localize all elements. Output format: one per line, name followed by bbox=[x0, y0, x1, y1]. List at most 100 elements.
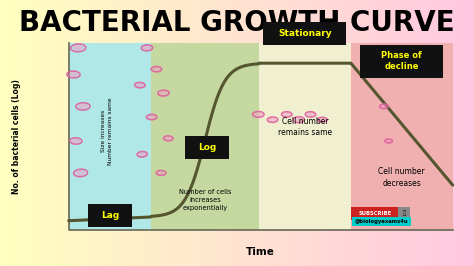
Bar bbox=[20, 0, 24, 266]
Bar bbox=[415, 0, 419, 266]
Bar bbox=[241, 0, 245, 266]
Bar bbox=[127, 0, 130, 266]
Bar bbox=[122, 0, 127, 266]
Text: Size increases
Number remains same: Size increases Number remains same bbox=[101, 97, 113, 165]
Bar bbox=[0, 0, 4, 266]
Bar bbox=[371, 0, 375, 266]
Bar bbox=[458, 0, 462, 266]
Bar bbox=[205, 0, 210, 266]
Bar bbox=[210, 0, 213, 266]
Bar bbox=[130, 0, 134, 266]
Text: No. of bacterial cells (Log): No. of bacterial cells (Log) bbox=[12, 79, 21, 194]
Bar bbox=[115, 0, 118, 266]
Bar bbox=[12, 0, 16, 266]
Bar bbox=[47, 0, 51, 266]
Bar bbox=[356, 0, 359, 266]
Bar bbox=[170, 0, 174, 266]
Bar bbox=[395, 0, 399, 266]
Bar bbox=[225, 0, 229, 266]
Bar bbox=[51, 0, 55, 266]
Bar bbox=[44, 0, 47, 266]
Bar bbox=[154, 0, 158, 266]
Bar bbox=[151, 43, 259, 230]
Ellipse shape bbox=[72, 139, 80, 143]
Bar bbox=[447, 0, 450, 266]
Bar bbox=[166, 0, 170, 266]
Text: SUBSCRIBE: SUBSCRIBE bbox=[359, 211, 392, 216]
Ellipse shape bbox=[78, 104, 88, 109]
Bar bbox=[438, 0, 442, 266]
Ellipse shape bbox=[153, 67, 160, 71]
Bar bbox=[442, 0, 447, 266]
Text: Stationary: Stationary bbox=[278, 29, 332, 38]
Bar bbox=[419, 0, 423, 266]
Bar bbox=[300, 0, 304, 266]
Ellipse shape bbox=[255, 112, 262, 117]
Ellipse shape bbox=[136, 83, 144, 87]
Ellipse shape bbox=[381, 105, 387, 108]
Ellipse shape bbox=[386, 140, 392, 142]
Ellipse shape bbox=[158, 171, 164, 174]
Bar bbox=[359, 0, 364, 266]
Bar bbox=[36, 0, 39, 266]
FancyBboxPatch shape bbox=[264, 22, 346, 45]
Bar bbox=[407, 0, 411, 266]
Bar bbox=[324, 0, 328, 266]
Bar bbox=[435, 0, 438, 266]
Text: Phase of
decline: Phase of decline bbox=[382, 52, 422, 71]
Bar bbox=[237, 0, 241, 266]
Bar bbox=[284, 0, 288, 266]
Bar bbox=[138, 0, 142, 266]
Bar bbox=[27, 0, 32, 266]
Bar bbox=[178, 0, 182, 266]
Ellipse shape bbox=[307, 113, 314, 116]
Bar bbox=[249, 0, 253, 266]
Bar bbox=[411, 0, 415, 266]
Bar bbox=[221, 0, 225, 266]
Ellipse shape bbox=[269, 118, 276, 122]
Bar bbox=[174, 0, 178, 266]
Bar bbox=[316, 0, 320, 266]
Bar bbox=[403, 0, 407, 266]
Bar bbox=[150, 0, 154, 266]
Bar bbox=[308, 0, 312, 266]
Ellipse shape bbox=[160, 91, 167, 95]
Ellipse shape bbox=[73, 45, 83, 51]
Ellipse shape bbox=[138, 152, 146, 156]
Bar bbox=[233, 0, 237, 266]
Bar bbox=[75, 0, 79, 266]
Bar bbox=[71, 0, 75, 266]
Bar bbox=[59, 0, 63, 266]
Bar bbox=[259, 43, 351, 230]
Bar bbox=[375, 0, 379, 266]
Bar bbox=[466, 0, 470, 266]
Bar bbox=[213, 0, 217, 266]
Bar bbox=[332, 0, 336, 266]
Bar bbox=[347, 0, 352, 266]
Bar bbox=[288, 0, 292, 266]
Bar bbox=[103, 0, 107, 266]
Ellipse shape bbox=[165, 137, 172, 140]
FancyBboxPatch shape bbox=[88, 204, 132, 227]
Bar bbox=[118, 0, 122, 266]
Bar bbox=[261, 0, 264, 266]
FancyBboxPatch shape bbox=[398, 207, 410, 219]
Ellipse shape bbox=[143, 46, 151, 50]
Bar bbox=[383, 0, 387, 266]
Bar bbox=[134, 0, 138, 266]
Bar bbox=[182, 0, 186, 266]
Bar bbox=[379, 0, 383, 266]
Bar bbox=[55, 0, 59, 266]
Bar bbox=[253, 0, 257, 266]
Bar bbox=[4, 0, 8, 266]
Bar bbox=[430, 0, 435, 266]
Text: @biologyexams4u: @biologyexams4u bbox=[355, 219, 409, 224]
Bar bbox=[8, 0, 12, 266]
Bar bbox=[344, 0, 347, 266]
Bar bbox=[146, 0, 150, 266]
Bar bbox=[364, 0, 367, 266]
Bar bbox=[269, 0, 273, 266]
Bar bbox=[454, 0, 458, 266]
Bar bbox=[63, 0, 67, 266]
Bar bbox=[450, 0, 454, 266]
